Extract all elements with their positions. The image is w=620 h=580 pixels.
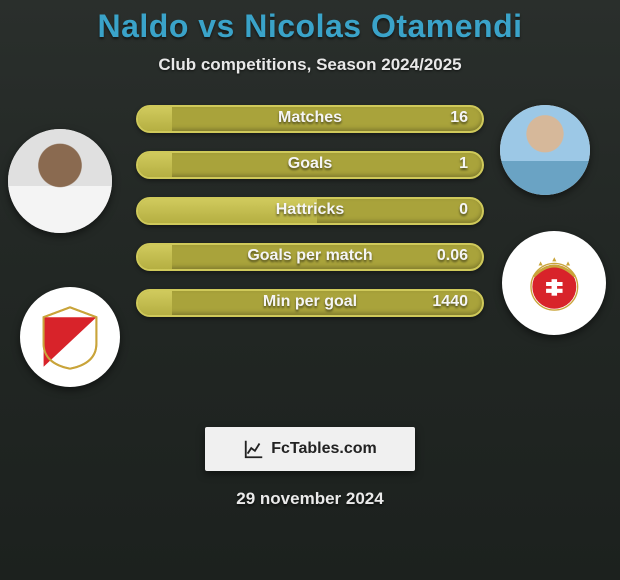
site-badge[interactable]: FcTables.com: [205, 427, 415, 471]
stat-value: 0.06: [437, 247, 468, 265]
stat-row: Matches16: [136, 105, 484, 133]
page-title: Naldo vs Nicolas Otamendi: [0, 8, 620, 45]
stat-label: Goals per match: [138, 247, 482, 265]
stat-label: Matches: [138, 109, 482, 127]
stat-fill: [138, 107, 172, 131]
content-root: Naldo vs Nicolas Otamendi Club competiti…: [0, 0, 620, 580]
stat-row: Goals per match0.06: [136, 243, 484, 271]
player-left-face-icon: [8, 129, 112, 233]
stat-row: Min per goal1440: [136, 289, 484, 317]
stat-fill: [138, 291, 172, 315]
player-left-avatar: [8, 129, 112, 233]
stat-bars: Matches16 Goals1 Hattricks0 Goals per match…: [136, 105, 484, 335]
chart-icon: [243, 438, 265, 460]
page-subtitle: Club competitions, Season 2024/2025: [0, 55, 620, 75]
stat-label: Goals: [138, 155, 482, 173]
stat-value: 1440: [432, 293, 468, 311]
benfica-badge-icon: [520, 249, 589, 318]
stat-label: Min per goal: [138, 293, 482, 311]
stat-value: 0: [459, 201, 468, 219]
player-left-club-badge: [20, 287, 120, 387]
stat-value: 1: [459, 155, 468, 173]
stat-value: 16: [450, 109, 468, 127]
footer-date: 29 november 2024: [0, 489, 620, 509]
stat-fill: [138, 245, 172, 269]
player-right-face-icon: [500, 105, 590, 195]
site-badge-label: FcTables.com: [271, 440, 377, 458]
comparison-area: Matches16 Goals1 Hattricks0 Goals per match…: [0, 105, 620, 395]
stat-fill: [138, 199, 317, 223]
stat-row: Hattricks0: [136, 197, 484, 225]
stat-fill: [138, 153, 172, 177]
player-right-club-badge: [502, 231, 606, 335]
player-right-avatar: [500, 105, 590, 195]
monaco-badge-icon: [37, 304, 103, 370]
stat-row: Goals1: [136, 151, 484, 179]
